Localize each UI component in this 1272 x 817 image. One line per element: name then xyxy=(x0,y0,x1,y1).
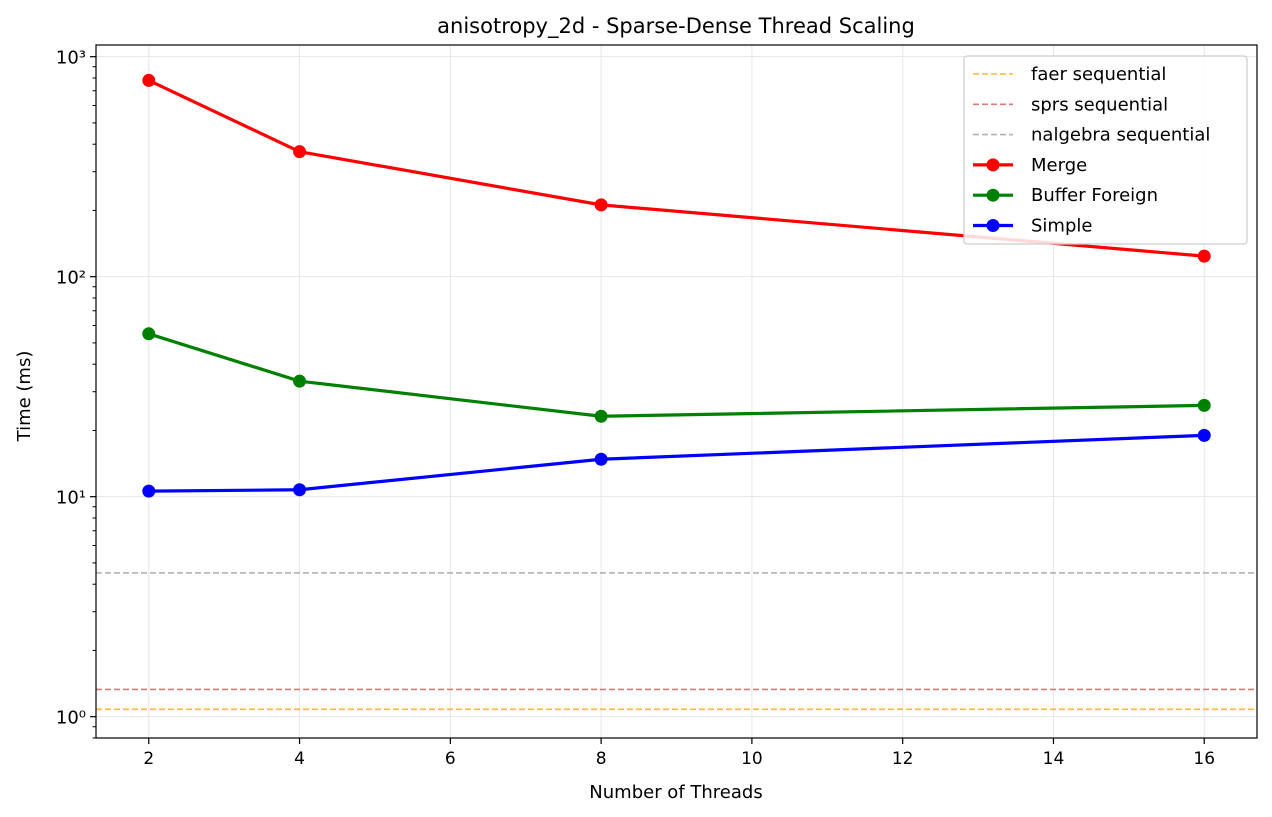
series-line xyxy=(148,433,1205,493)
x-tick-label: 14 xyxy=(1043,749,1065,769)
data-point xyxy=(142,484,156,498)
y-axis-label: Time (ms) xyxy=(14,351,35,443)
x-axis-label: Number of Threads xyxy=(589,782,762,803)
legend-label: nalgebra sequential xyxy=(1031,125,1210,146)
x-tick-label: 10 xyxy=(741,749,763,769)
data-point xyxy=(293,374,307,388)
x-tick-label: 12 xyxy=(892,749,914,769)
x-tick-label: 4 xyxy=(294,749,305,769)
legend-box xyxy=(963,55,1248,245)
y-tick-label: 10² xyxy=(56,268,86,289)
data-point xyxy=(1197,249,1211,263)
x-tick-label: 16 xyxy=(1193,749,1215,769)
x-tick-label: 6 xyxy=(445,749,456,769)
data-point xyxy=(293,145,307,159)
legend-marker xyxy=(986,188,1000,202)
series-line xyxy=(148,332,1205,418)
legend-label: Merge xyxy=(1031,155,1087,176)
legend-marker xyxy=(986,219,1000,232)
axes: 2 4 6 8 10 12 14 16 10⁰ 10¹ 10² 10³ xyxy=(56,48,1215,769)
legend-label: Buffer Foreign xyxy=(1031,185,1158,206)
data-point xyxy=(142,73,156,87)
y-tick-label: 10³ xyxy=(56,48,86,69)
x-tick-label: 8 xyxy=(596,749,607,769)
data-point xyxy=(142,327,156,341)
y-tick-label: 10¹ xyxy=(56,488,86,509)
series-line xyxy=(148,78,1205,258)
legend-label: Simple xyxy=(1031,216,1092,237)
data-point xyxy=(1197,428,1211,442)
data-point xyxy=(594,409,608,423)
legend: faer sequential sprs sequential nalgebra s… xyxy=(963,55,1248,245)
chart-title: anisotropy_2d - Sparse-Dense Thread Scal… xyxy=(437,14,915,39)
legend-marker xyxy=(986,158,1000,172)
data-point xyxy=(594,198,608,212)
x-tick-label: 2 xyxy=(143,749,154,769)
legend-label: faer sequential xyxy=(1031,64,1166,85)
data-point xyxy=(594,452,608,466)
data-point xyxy=(293,483,307,497)
reference-lines xyxy=(96,572,1257,711)
data-point xyxy=(1197,398,1211,412)
y-tick-label: 10⁰ xyxy=(56,708,86,729)
legend-label: sprs sequential xyxy=(1031,94,1168,115)
series-lines xyxy=(142,73,1211,498)
